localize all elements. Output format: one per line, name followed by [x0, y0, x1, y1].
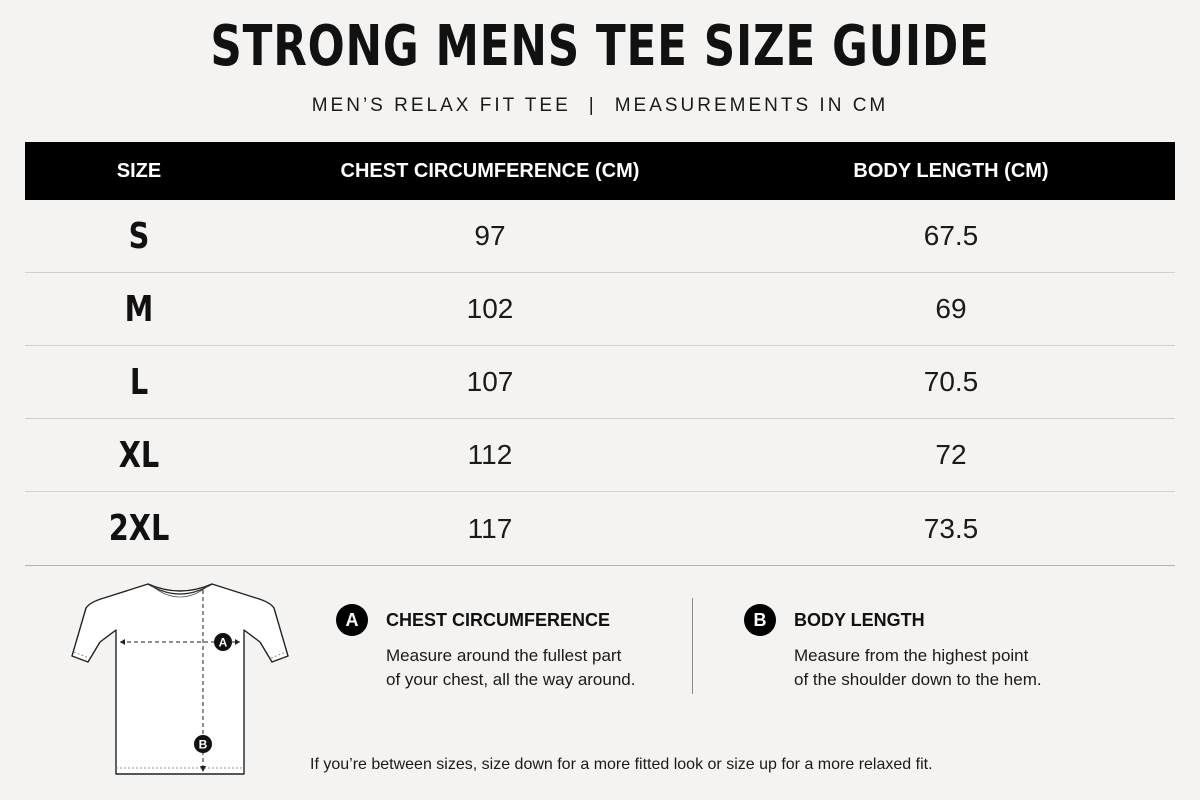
size-cell: L	[129, 361, 149, 403]
chest-cell: 117	[467, 512, 513, 544]
length-cell: 69	[935, 293, 967, 324]
length-cell: 72	[935, 439, 967, 470]
size-cell: 2XL	[108, 508, 170, 549]
column-header-chest: CHEST CIRCUMFERENCE (CM)	[340, 159, 640, 182]
marker-b-icon	[194, 735, 212, 753]
chest-measure-line2: of your chest, all the way around.	[386, 670, 636, 689]
length-cell: 73.5	[923, 512, 979, 544]
size-cell: S	[128, 215, 150, 257]
length-measure-line1: Measure from the highest point	[794, 646, 1029, 665]
column-header-size: SIZE	[116, 159, 162, 182]
divider	[692, 598, 693, 694]
table-row: 2XL 117 73.5	[25, 492, 1175, 566]
table-header: SIZE CHEST CIRCUMFERENCE (CM) BODY LENGT…	[25, 142, 1175, 200]
marker-a-label: A	[219, 636, 228, 650]
subtitle-units: MEASUREMENTS IN CM	[614, 95, 889, 116]
page-subtitle: MEN’S RELAX FIT TEE | MEASUREMENTS IN CM	[0, 95, 1200, 117]
table-row: XL 112 72	[25, 419, 1175, 492]
marker-a-icon	[214, 633, 232, 651]
badge-a: A	[336, 604, 368, 636]
tshirt-outline-icon: A B	[71, 583, 289, 775]
size-table: SIZE CHEST CIRCUMFERENCE (CM) BODY LENGT…	[25, 142, 1175, 566]
column-header-length: BODY LENGTH (CM)	[853, 159, 1049, 182]
length-measure-text: Measure from the highest point of the sh…	[794, 644, 1114, 692]
chest-cell: 97	[474, 220, 506, 251]
size-cell: XL	[118, 434, 160, 476]
chest-measure-heading: CHEST CIRCUMFERENCE	[386, 610, 611, 630]
length-cell: 67.5	[923, 220, 979, 251]
length-measure-line2: of the shoulder down to the hem.	[794, 670, 1042, 689]
size-cell: M	[124, 288, 154, 330]
length-measure-heading: BODY LENGTH	[794, 610, 925, 630]
table-row: S 97 67.5	[25, 200, 1175, 273]
subtitle-separator: |	[588, 95, 597, 116]
chest-cell: 102	[466, 293, 514, 324]
subtitle-fit: MEN’S RELAX FIT TEE	[311, 95, 571, 116]
chest-measure-line1: Measure around the fullest part	[386, 646, 622, 665]
page-title: STRONG MENS TEE SIZE GUIDE	[210, 14, 990, 79]
marker-b-label: B	[199, 738, 208, 752]
chest-cell: 112	[467, 439, 513, 470]
length-cell: 70.5	[923, 366, 979, 397]
table-row: M 102 69	[25, 273, 1175, 346]
table-row: L 107 70.5	[25, 346, 1175, 419]
footnote: If you’re between sizes, size down for a…	[310, 756, 933, 773]
badge-b: B	[744, 604, 776, 636]
chest-cell: 107	[466, 366, 514, 397]
chest-measure-text: Measure around the fullest part of your …	[386, 644, 706, 692]
